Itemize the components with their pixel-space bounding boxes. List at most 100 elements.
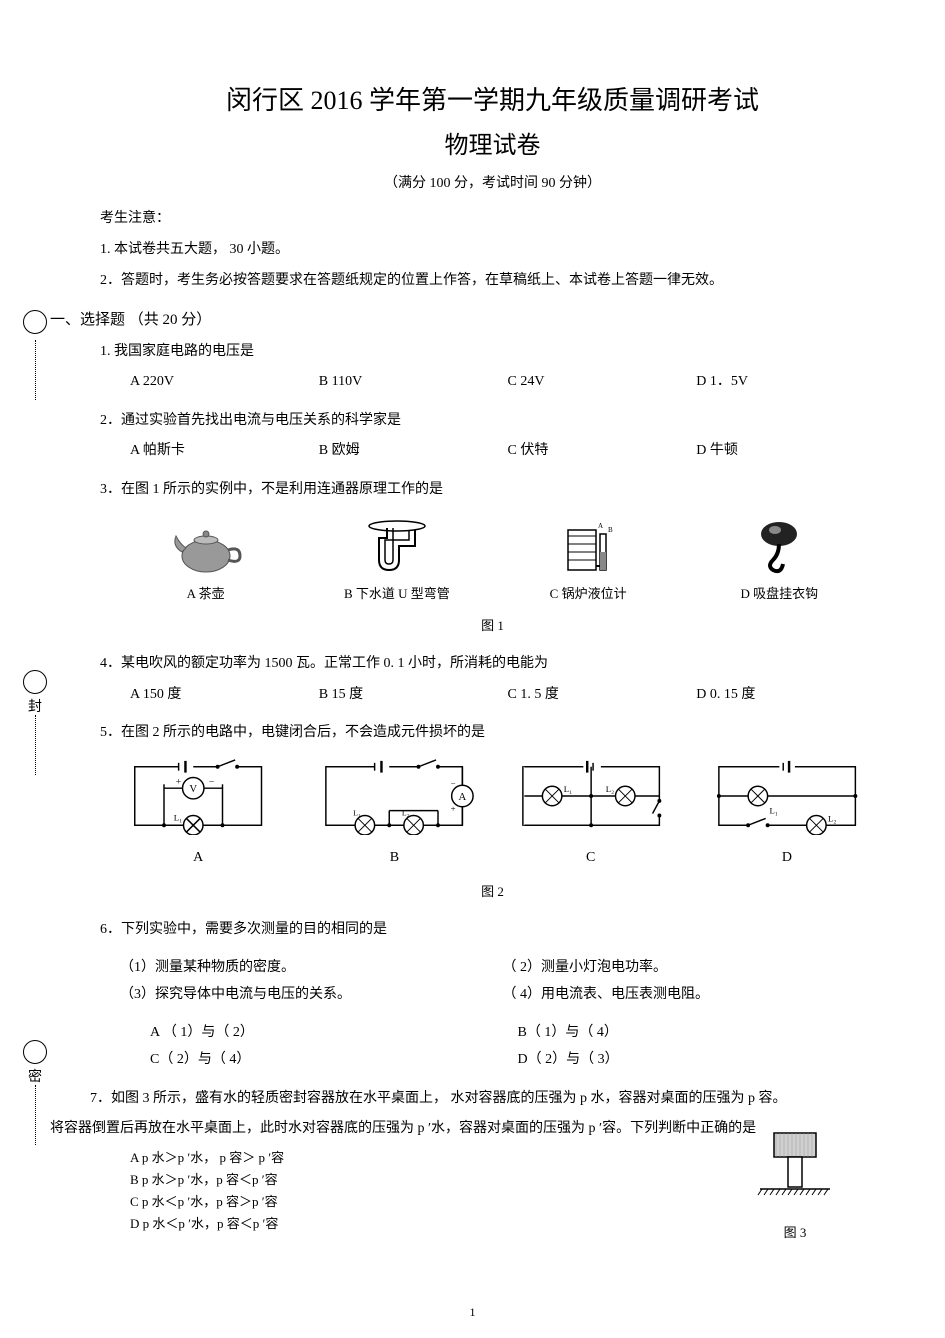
circuit-b-icon: A − + L₁ L₂: [302, 757, 486, 835]
q5-caption: 图 2: [100, 880, 885, 905]
q6-sub1: （1）测量某种物质的密度。: [120, 955, 503, 982]
svg-text:A: A: [459, 791, 467, 803]
q3-caption: 图 1: [100, 614, 885, 639]
q3-fig-b: B 下水道 U 型弯管: [301, 514, 492, 607]
q5-circuit-d: L₁ L₂ D: [689, 757, 885, 872]
q5-label-c: C: [499, 845, 683, 872]
q6-options-2: C（ 2）与（ 4） D（ 2）与（ 3）: [100, 1047, 885, 1074]
q5-circuits: V + − L₁ A: [100, 751, 885, 878]
q3-text: 3．在图 1 所示的实例中，不是利用连通器原理工作的是: [100, 477, 885, 504]
q6-sub3: （3）探究导体中电流与电压的关系。: [120, 982, 503, 1009]
q3-fig-c: A B C 锅炉液位计: [493, 514, 684, 607]
binding-mark-bot: 密: [20, 1040, 50, 1086]
q4-options: A 150 度 B 15 度 C 1. 5 度 D 0. 15 度: [100, 682, 885, 709]
exam-title: 闵行区 2016 学年第一学期九年级质量调研考试: [100, 80, 885, 117]
svg-text:L₂: L₂: [402, 808, 410, 817]
q4-opt-b: B 15 度: [319, 682, 508, 709]
svg-text:L₂: L₂: [828, 813, 836, 823]
svg-text:L₁: L₁: [769, 805, 777, 815]
q3-label-c: C 锅炉液位计: [493, 582, 684, 607]
binding-circle-icon: [23, 310, 47, 334]
question-4: 4．某电吹风的额定功率为 1500 瓦。正常工作 0. 1 小时，所消耗的电能为…: [100, 651, 885, 708]
exam-info: （满分 100 分，考试时间 90 分钟）: [100, 172, 885, 192]
question-7: 7．如图 3 所示，盛有水的轻质密封容器放在水平桌面上， 水对容器底的压强为 p…: [100, 1086, 885, 1246]
svg-text:L₂: L₂: [605, 784, 613, 794]
circuit-d-icon: L₁ L₂: [695, 757, 879, 835]
binding-circle-icon: [23, 670, 47, 694]
svg-text:L₁: L₁: [174, 812, 182, 822]
circuit-c-icon: L₁ L₂: [499, 757, 683, 835]
svg-text:V: V: [189, 783, 197, 795]
notice-2: 2．答题时，考生务必按答题要求在答题纸规定的位置上作答，在草稿纸上、本试卷上答题…: [100, 268, 885, 293]
q3-fig-a: A 茶壶: [110, 514, 301, 607]
q1-opt-c: C 24V: [508, 369, 697, 396]
binding-dotted-line: [35, 340, 36, 400]
page-number: 1: [470, 1305, 476, 1320]
question-2: 2．通过实验首先找出电流与电压关系的科学家是 A 帕斯卡 B 欧姆 C 伏特 D…: [100, 408, 885, 465]
q4-opt-d: D 0. 15 度: [696, 682, 885, 709]
svg-text:+: +: [451, 803, 456, 813]
q5-text: 5．在图 2 所示的电路中，电键闭合后，不会造成元件损坏的是: [100, 720, 885, 747]
q2-options: A 帕斯卡 B 欧姆 C 伏特 D 牛顿: [100, 438, 885, 465]
q5-circuit-a: V + − L₁ A: [100, 757, 296, 872]
q6-opt-d: D（ 2）与（ 3）: [518, 1047, 886, 1074]
q6-sub2: （ 2）测量小灯泡电功率。: [503, 955, 886, 982]
q6-opt-b: B（ 1）与（ 4）: [518, 1020, 886, 1047]
svg-text:L₁: L₁: [563, 784, 571, 794]
notice-1: 1. 本试卷共五大题， 30 小题。: [100, 237, 885, 262]
q4-opt-a: A 150 度: [130, 682, 319, 709]
q2-opt-d: D 牛顿: [696, 438, 885, 465]
binding-mark-mid: 封: [20, 670, 50, 716]
q1-options: A 220V B 110V C 24V D 1．5V: [100, 369, 885, 396]
q5-label-a: A: [106, 845, 290, 872]
q7-figure: 图 3: [725, 1127, 865, 1246]
q2-opt-c: C 伏特: [508, 438, 697, 465]
circuit-a-icon: V + − L₁: [106, 757, 290, 835]
q3-label-b: B 下水道 U 型弯管: [301, 582, 492, 607]
q2-text: 2．通过实验首先找出电流与电压关系的科学家是: [100, 408, 885, 435]
q5-circuit-b: A − + L₁ L₂ B: [296, 757, 492, 872]
binding-dotted-line: [35, 715, 36, 775]
q5-label-d: D: [695, 845, 879, 872]
q3-label-d: D 吸盘挂衣钩: [684, 582, 875, 607]
q6-opt-a: A （ 1）与（ 2）: [150, 1020, 518, 1047]
binding-dotted-line: [35, 1085, 36, 1145]
q5-label-b: B: [302, 845, 486, 872]
binding-mark-top: [20, 310, 50, 334]
q6-sub-items: （1）测量某种物质的密度。 （ 2）测量小灯泡电功率。 （3）探究导体中电流与电…: [100, 955, 885, 1008]
binding-circle-icon: [23, 1040, 47, 1064]
q2-opt-b: B 欧姆: [319, 438, 508, 465]
q1-opt-b: B 110V: [319, 369, 508, 396]
question-1: 1. 我国家庭电路的电压是 A 220V B 110V C 24V D 1．5V: [100, 339, 885, 396]
q6-sub4: （ 4）用电流表、电压表测电阻。: [503, 982, 886, 1009]
q4-opt-c: C 1. 5 度: [508, 682, 697, 709]
q6-options-1: A （ 1）与（ 2） B（ 1）与（ 4）: [100, 1020, 885, 1047]
q6-text: 6．下列实验中，需要多次测量的目的相同的是: [100, 917, 885, 944]
binding-label: 封: [20, 696, 50, 716]
notice-label: 考生注意：: [100, 206, 885, 231]
q2-opt-a: A 帕斯卡: [130, 438, 319, 465]
q1-text: 1. 我国家庭电路的电压是: [100, 339, 885, 366]
suction-hook-icon: [684, 514, 875, 578]
svg-text:A: A: [598, 522, 603, 530]
svg-text:−: −: [209, 776, 215, 787]
question-5: 5．在图 2 所示的电路中，电键闭合后，不会造成元件损坏的是 V + −: [100, 720, 885, 904]
q7-text1: 7．如图 3 所示，盛有水的轻质密封容器放在水平桌面上， 水对容器底的压强为 p…: [90, 1086, 885, 1113]
svg-text:+: +: [176, 776, 182, 787]
u-pipe-icon: [301, 514, 492, 578]
q6-opt-c: C（ 2）与（ 4）: [150, 1047, 518, 1074]
question-3: 3．在图 1 所示的实例中，不是利用连通器原理工作的是 A 茶壶: [100, 477, 885, 639]
gauge-icon: A B: [493, 514, 684, 578]
q1-opt-d: D 1．5V: [696, 369, 885, 396]
q3-figures: A 茶壶 B 下水道 U 型弯管: [100, 508, 885, 613]
binding-label: 密: [20, 1066, 50, 1086]
svg-text:L₁: L₁: [353, 808, 361, 817]
section-1-title: 一、选择题 （共 20 分）: [50, 308, 885, 329]
q4-text: 4．某电吹风的额定功率为 1500 瓦。正常工作 0. 1 小时，所消耗的电能为: [100, 651, 885, 678]
q3-fig-d: D 吸盘挂衣钩: [684, 514, 875, 607]
q3-label-a: A 茶壶: [110, 582, 301, 607]
q7-caption: 图 3: [725, 1221, 865, 1246]
q1-opt-a: A 220V: [130, 369, 319, 396]
svg-text:B: B: [608, 526, 613, 534]
svg-text:−: −: [451, 778, 456, 788]
